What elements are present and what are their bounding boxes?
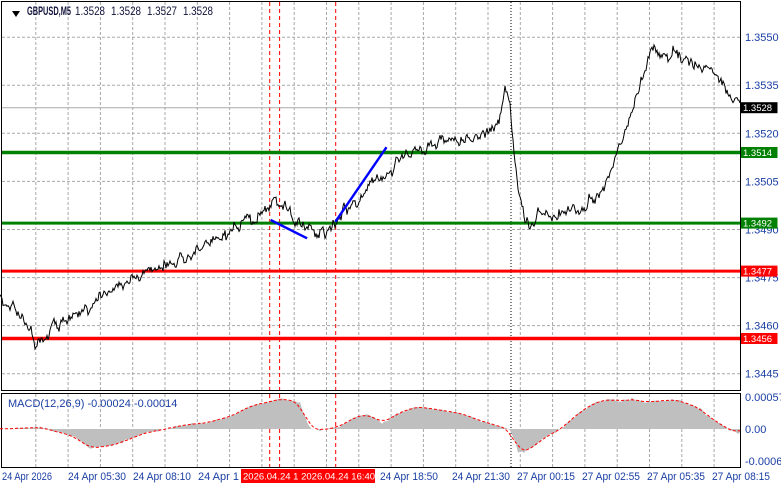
svg-text:1.3550: 1.3550 — [745, 32, 779, 44]
svg-text:1.3445: 1.3445 — [745, 369, 779, 381]
svg-text:1.3477: 1.3477 — [743, 266, 772, 277]
svg-text:GBPUSD,M5: GBPUSD,M5 — [27, 4, 71, 18]
svg-text:0.00057: 0.00057 — [745, 392, 781, 404]
svg-text:24 Apr 1: 24 Apr 1 — [198, 471, 239, 483]
svg-text:-0.00063: -0.00063 — [745, 456, 781, 468]
svg-text:27 Apr 05:35: 27 Apr 05:35 — [647, 471, 705, 483]
svg-text:1.3527: 1.3527 — [147, 4, 177, 18]
svg-text:1.3514: 1.3514 — [743, 148, 772, 159]
svg-text:0.00: 0.00 — [745, 424, 766, 436]
svg-text:2026.04.24 1 2026.04.24 16:40: 2026.04.24 1 2026.04.24 16:40 — [243, 472, 375, 483]
svg-text:24 Apr 18:50: 24 Apr 18:50 — [380, 471, 438, 483]
svg-text:1.3460: 1.3460 — [745, 321, 779, 333]
svg-text:1.3528: 1.3528 — [75, 4, 105, 18]
svg-text:24 Apr 2026: 24 Apr 2026 — [2, 471, 52, 483]
svg-text:1.3535: 1.3535 — [745, 80, 779, 92]
svg-text:1.3528: 1.3528 — [183, 4, 213, 18]
svg-text:24 Apr 21:30: 24 Apr 21:30 — [452, 471, 510, 483]
svg-text:MACD(12,26,9) -0.00024 -0.0001: MACD(12,26,9) -0.00024 -0.00014 — [8, 398, 177, 410]
svg-text:27 Apr 00:15: 27 Apr 00:15 — [517, 471, 575, 483]
svg-text:24 Apr 08:10: 24 Apr 08:10 — [133, 471, 191, 483]
svg-text:1.3520: 1.3520 — [745, 128, 779, 140]
svg-text:1.3528: 1.3528 — [743, 103, 772, 114]
svg-text:27 Apr 08:15: 27 Apr 08:15 — [712, 471, 770, 483]
svg-text:1.3492: 1.3492 — [743, 218, 772, 229]
svg-text:1.3505: 1.3505 — [745, 176, 779, 188]
svg-text:1.3528: 1.3528 — [111, 4, 141, 18]
svg-text:1.3456: 1.3456 — [743, 334, 772, 345]
svg-text:24 Apr 05:30: 24 Apr 05:30 — [68, 471, 126, 483]
svg-text:27 Apr 02:55: 27 Apr 02:55 — [582, 471, 640, 483]
